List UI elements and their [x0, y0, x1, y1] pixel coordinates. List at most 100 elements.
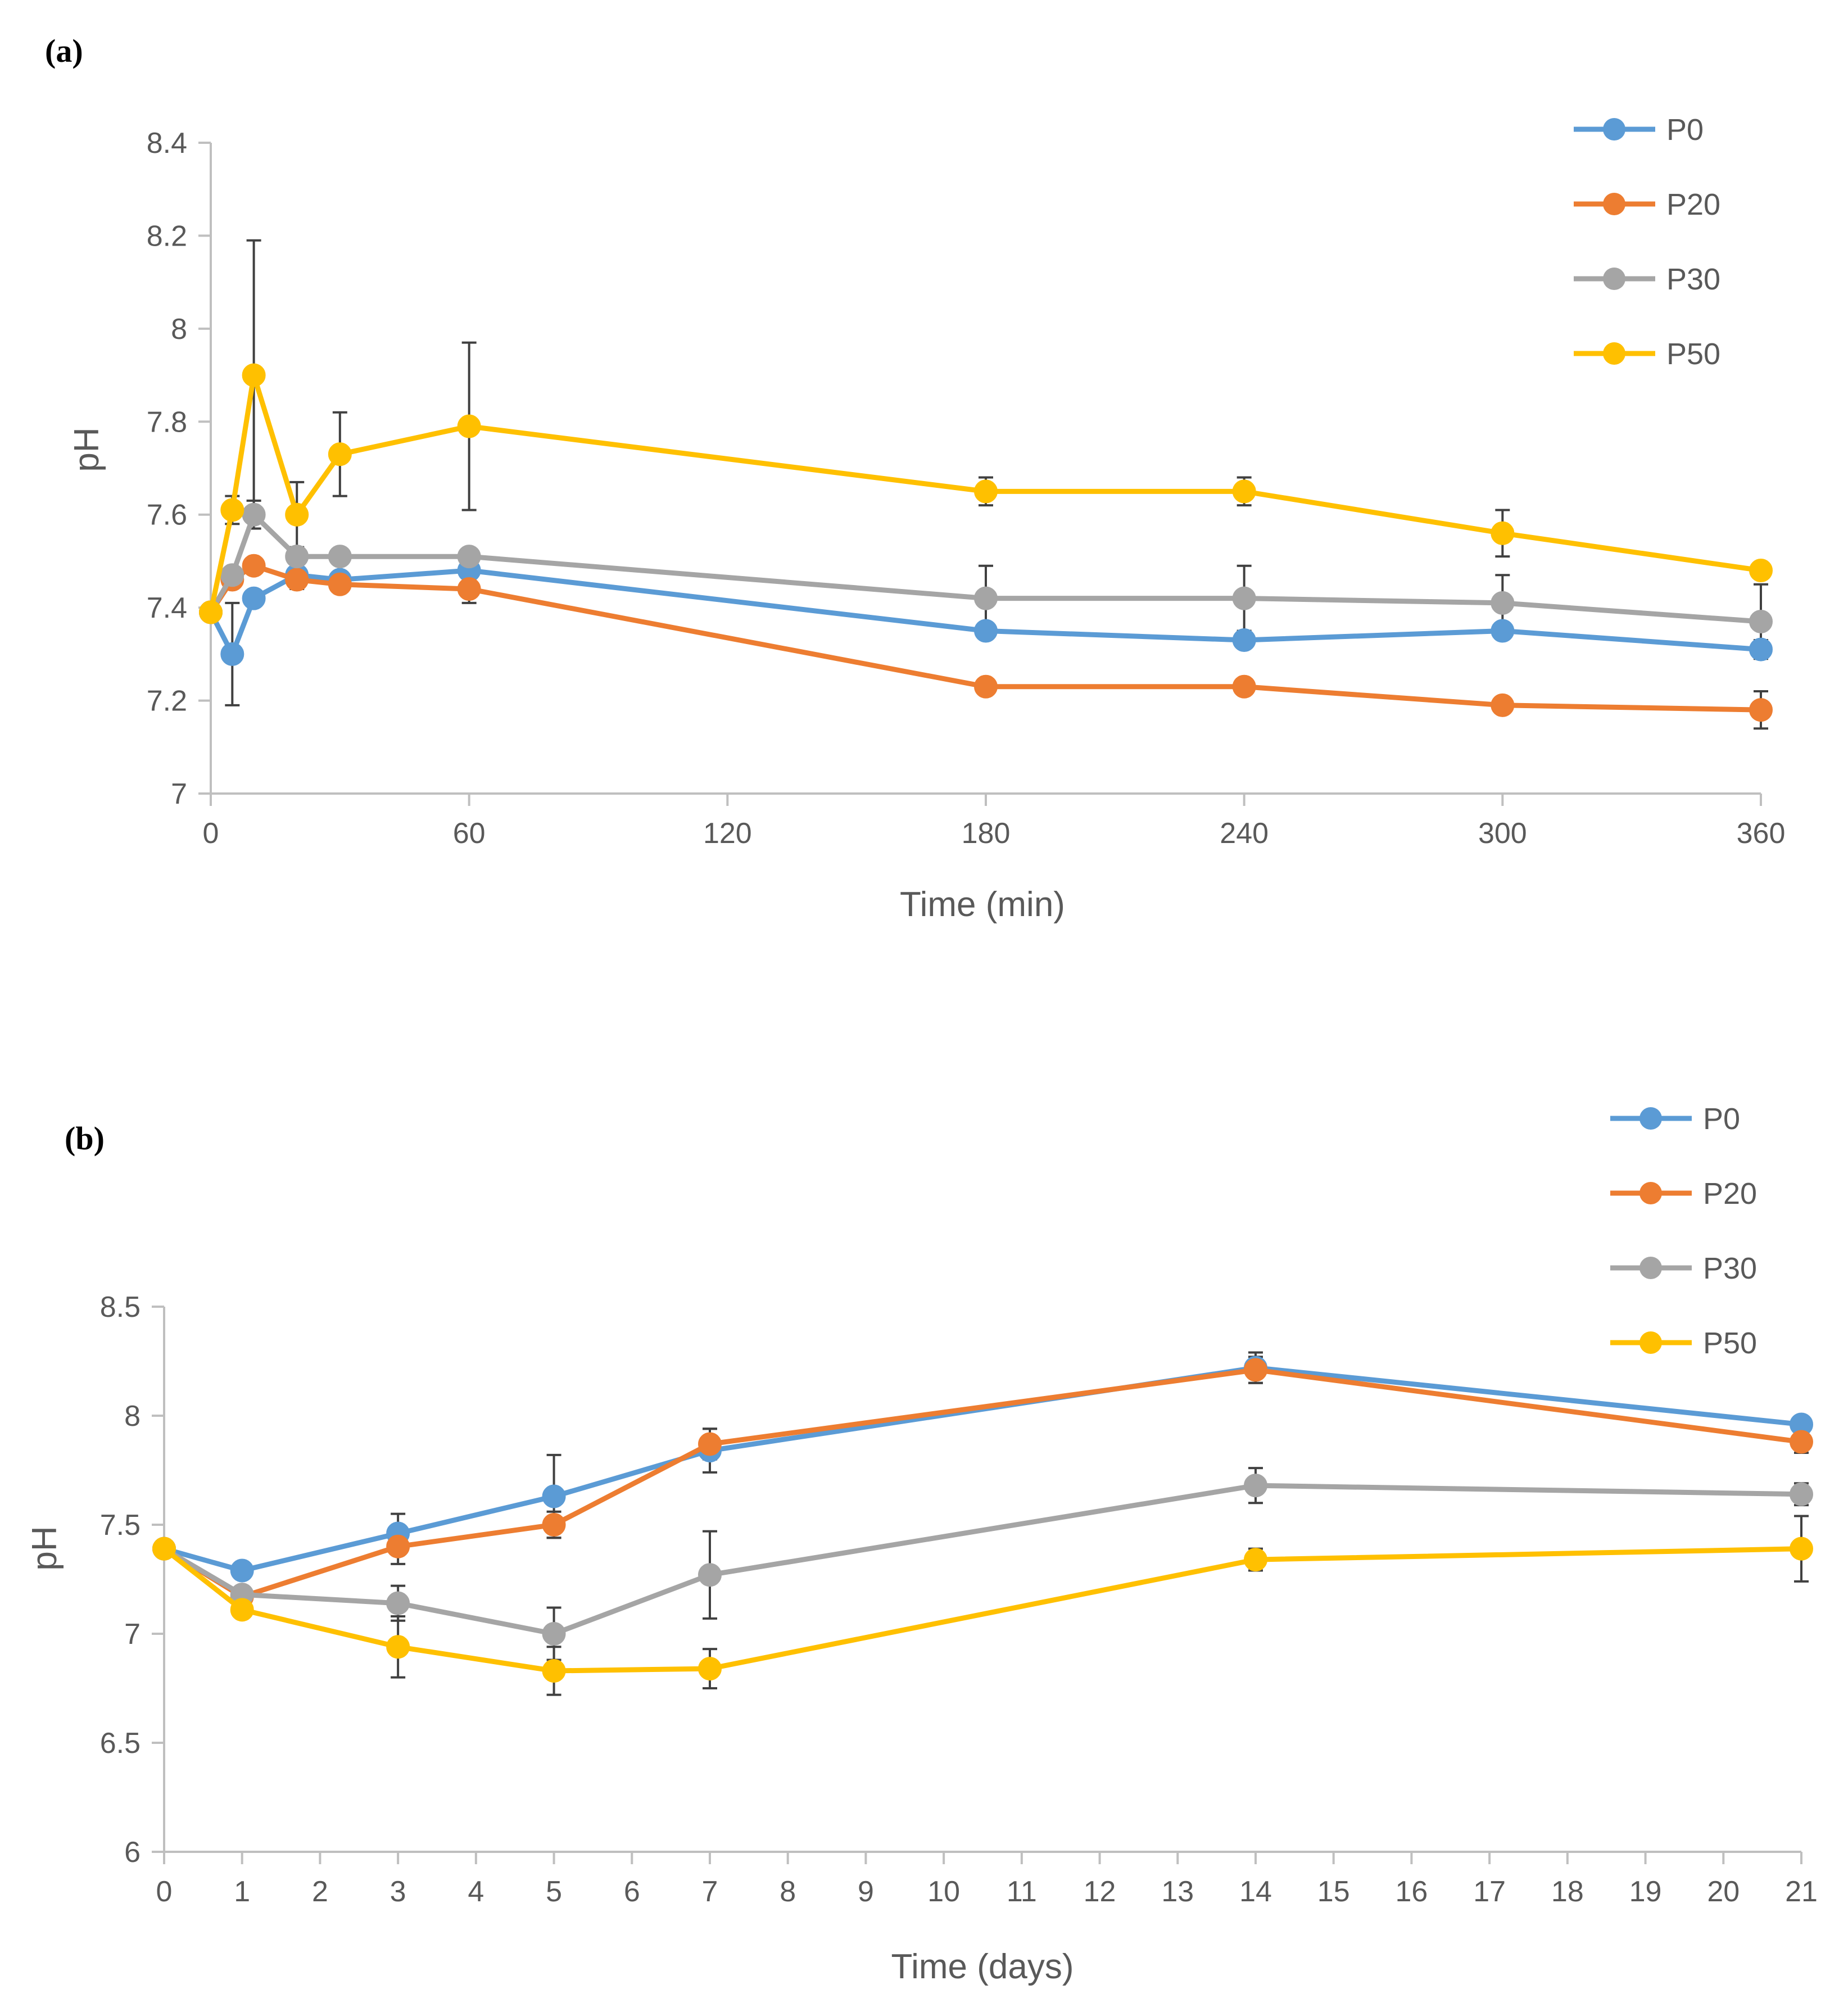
data-point-p50 — [974, 479, 998, 504]
legend-label-p50: P50 — [1703, 1326, 1757, 1360]
data-point-p50 — [285, 502, 309, 527]
data-point-p50 — [152, 1537, 176, 1561]
data-point-p20 — [1244, 1358, 1267, 1382]
legend-marker-p0 — [1639, 1107, 1662, 1130]
x-tick-label: 10 — [927, 1875, 960, 1908]
legend-label-p20: P20 — [1703, 1177, 1757, 1211]
data-point-p20 — [285, 568, 309, 592]
data-point-p20 — [1491, 693, 1515, 717]
data-point-p30 — [220, 563, 244, 587]
legend-marker-p30 — [1603, 268, 1625, 290]
legend-label-p30: P30 — [1666, 262, 1720, 296]
data-point-p50 — [1491, 521, 1515, 545]
x-tick-label: 8 — [780, 1875, 796, 1908]
data-point-p0 — [1749, 637, 1773, 661]
legend-label-p0: P0 — [1666, 113, 1704, 147]
data-point-p50 — [220, 498, 244, 522]
legend-b: P0 P20 P30 P50 — [1610, 1102, 1757, 1360]
legend-marker-p50 — [1639, 1331, 1662, 1354]
x-tick-label: 13 — [1161, 1875, 1194, 1908]
legend-marker-p30 — [1639, 1257, 1662, 1279]
y-tick-label: 6.5 — [100, 1727, 141, 1760]
data-point-p50 — [1749, 558, 1773, 582]
legend-marker-p20 — [1603, 193, 1625, 215]
y-tick-label: 8 — [171, 313, 187, 346]
data-point-p30 — [1491, 591, 1515, 615]
x-tick-label: 240 — [1220, 817, 1269, 850]
y-tick-label: 7.8 — [147, 406, 187, 438]
data-point-p50 — [542, 1658, 566, 1683]
x-tick-label: 6 — [624, 1875, 640, 1908]
data-point-p20 — [542, 1513, 566, 1537]
x-tick-label: 18 — [1551, 1875, 1584, 1908]
axes-a: 7 7.2 7.4 7.6 7.8 8 8.2 8.4 0 60 120 180 240 300 360 — [147, 127, 1786, 850]
series-line-p0 — [163, 1365, 1802, 1573]
data-point-p20 — [242, 554, 266, 578]
data-point-p50 — [1232, 479, 1256, 504]
y-tick-label: 8.2 — [147, 220, 187, 252]
y-tick-label: 7.4 — [147, 592, 187, 624]
y-tick-label: 7.6 — [147, 499, 187, 532]
x-tick-label: 11 — [1007, 1875, 1037, 1908]
legend-a: P0 P20 P30 P50 — [1574, 113, 1720, 371]
data-point-p20 — [1749, 698, 1773, 722]
data-point-p0 — [974, 619, 998, 643]
x-tick-label: 19 — [1629, 1875, 1662, 1908]
series-line-p30 — [209, 512, 1761, 624]
data-point-p20 — [386, 1534, 410, 1558]
data-point-p20 — [328, 572, 352, 596]
data-point-p0 — [230, 1558, 254, 1583]
chart-panel-b: (b) pH Time (days) 66.577.588.50 1 2 3 4 5 6 7 8… — [25, 1102, 1818, 1986]
data-point-p20 — [698, 1432, 722, 1456]
series-line-p20 — [162, 1367, 1802, 1599]
x-tick-label: 14 — [1239, 1875, 1272, 1908]
legend-marker-p20 — [1639, 1182, 1662, 1204]
data-point-p30 — [1244, 1474, 1267, 1498]
panel-label-b: (b) — [65, 1120, 105, 1157]
y-tick-label: 7.5 — [100, 1509, 141, 1542]
data-point-p30 — [386, 1591, 410, 1615]
series-line-p50 — [162, 1546, 1802, 1674]
data-point-p30 — [698, 1563, 722, 1587]
data-point-p50 — [386, 1635, 410, 1659]
chart-panel-a: (a) pH Time (min) 7 7.2 7.4 7.6 7.8 8 8.2 8.4 0 6… — [45, 33, 1785, 924]
legend-label-p30: P30 — [1703, 1252, 1757, 1285]
data-point-p50 — [1244, 1548, 1267, 1572]
x-tick-label: 4 — [468, 1875, 484, 1908]
data-point-p0 — [242, 586, 266, 610]
data-point-p30 — [1749, 609, 1773, 633]
x-tick-label: 3 — [390, 1875, 406, 1908]
data-point-p20 — [974, 674, 998, 699]
data-point-p20 — [1232, 674, 1256, 699]
y-axis-title-b: pH — [25, 1526, 64, 1570]
x-tick-label: 7 — [702, 1875, 718, 1908]
data-point-p30 — [974, 586, 998, 610]
x-tick-label: 17 — [1473, 1875, 1506, 1908]
data-point-p50 — [328, 442, 352, 466]
data-point-p50 — [199, 600, 223, 624]
plot-area-b — [152, 1356, 1813, 1683]
data-point-p50 — [457, 414, 481, 438]
data-point-p50 — [242, 363, 266, 387]
data-point-p30 — [542, 1622, 566, 1646]
data-point-p30 — [285, 545, 309, 569]
x-tick-label: 2 — [312, 1875, 328, 1908]
y-tick-label: 7.2 — [147, 685, 187, 718]
series-line-p0 — [208, 568, 1761, 657]
data-point-p0 — [1491, 619, 1515, 643]
x-tick-label: 120 — [703, 817, 752, 850]
legend-marker-p0 — [1603, 118, 1625, 141]
x-tick-label: 15 — [1317, 1875, 1350, 1908]
x-tick-label: 20 — [1707, 1875, 1740, 1908]
x-tick-label: 0 — [203, 817, 219, 850]
legend-label-p50: P50 — [1666, 337, 1720, 371]
x-tick-label: 16 — [1396, 1875, 1428, 1908]
x-tick-label: 0 — [156, 1875, 173, 1908]
legend-label-p20: P20 — [1666, 188, 1720, 221]
data-point-p0 — [542, 1484, 566, 1508]
x-tick-label: 5 — [546, 1875, 562, 1908]
data-point-p50 — [230, 1598, 254, 1622]
series-line-p50 — [208, 373, 1761, 613]
x-tick-label: 21 — [1785, 1875, 1818, 1908]
data-point-p20 — [1790, 1430, 1813, 1454]
